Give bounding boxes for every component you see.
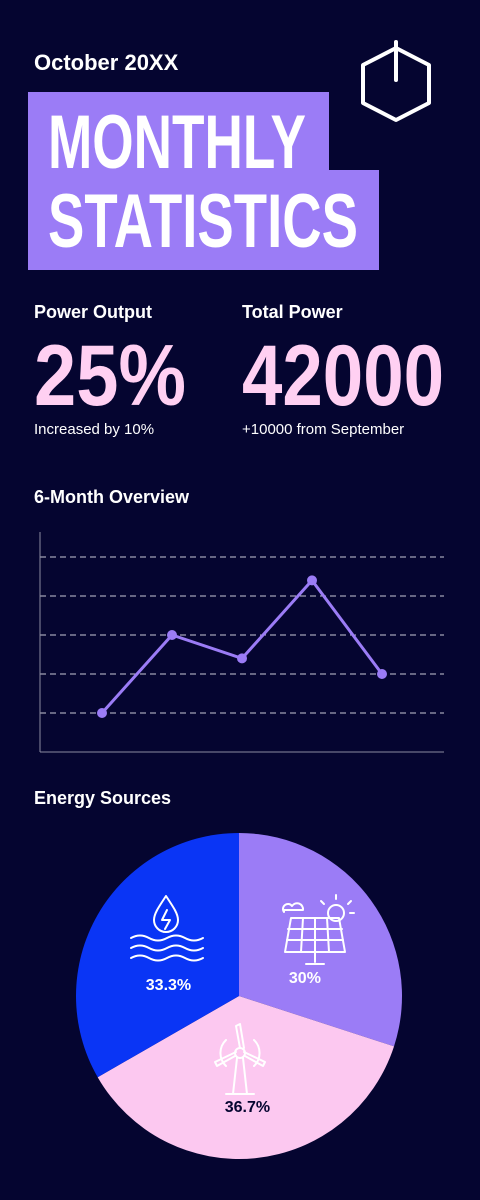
stat-value: 25% xyxy=(34,328,186,424)
title: STATISTICS xyxy=(48,179,358,264)
logo xyxy=(361,40,431,122)
water-icon xyxy=(130,895,204,962)
pie-slice xyxy=(75,833,240,1078)
point xyxy=(377,669,387,679)
date: October 20XX xyxy=(34,50,179,75)
chart-title: Energy Sources xyxy=(34,788,171,808)
title: MONTHLY xyxy=(48,100,306,185)
stat-label: Total Power xyxy=(242,302,343,322)
slice-label: 36.7% xyxy=(225,1099,270,1116)
title-box xyxy=(28,92,329,174)
chart-title: 6-Month Overview xyxy=(34,487,190,507)
wind-icon xyxy=(214,1023,266,1095)
stat-label: Power Output xyxy=(34,302,152,322)
point xyxy=(237,653,247,664)
stat-note: +10000 from September xyxy=(242,421,404,438)
stat-value: 42000 xyxy=(242,328,444,424)
solar-icon xyxy=(282,894,355,965)
stat-note: Increased by 10% xyxy=(34,421,154,438)
title-box xyxy=(28,170,379,270)
point xyxy=(97,708,107,718)
slice-label: 33.3% xyxy=(146,977,191,994)
slice-label: 30% xyxy=(289,970,321,987)
point xyxy=(167,630,177,640)
point xyxy=(307,575,317,586)
